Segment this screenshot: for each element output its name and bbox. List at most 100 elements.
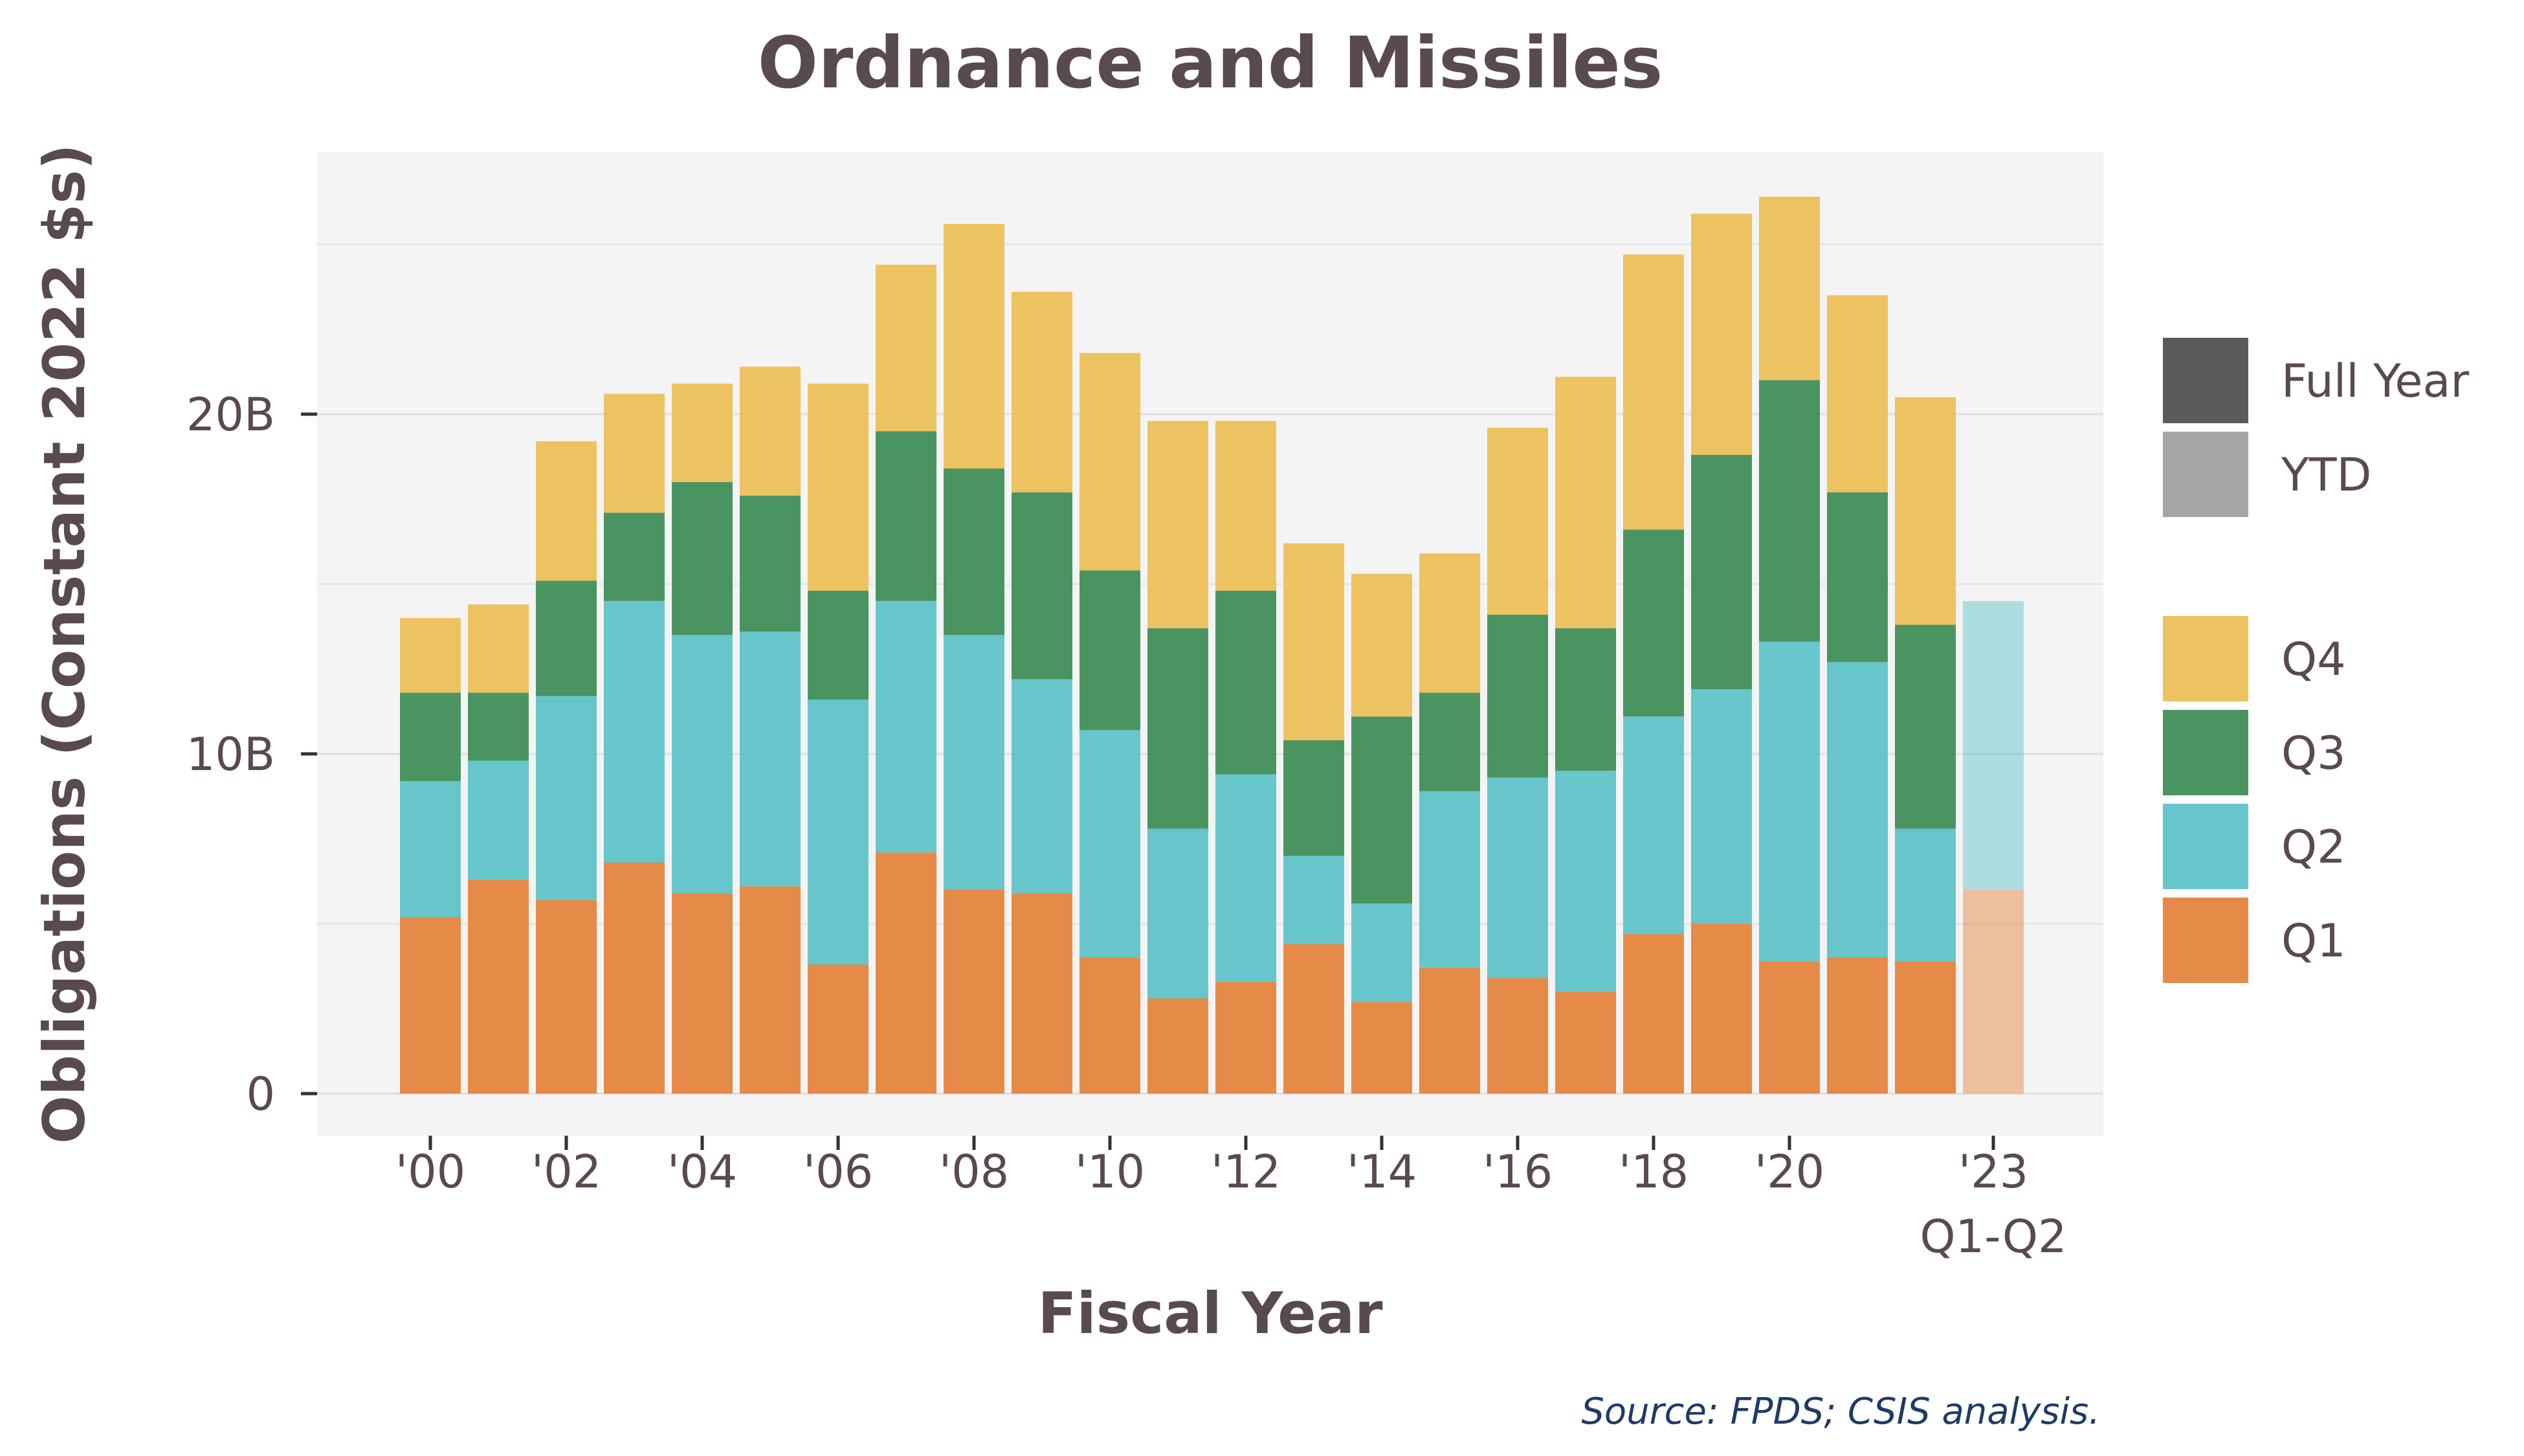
bar-segment (1895, 828, 1956, 962)
bar-segment (1147, 421, 1208, 628)
bar-segment (1419, 967, 1480, 1094)
bar-segment (1351, 903, 1412, 1002)
bar-segment (740, 886, 801, 1094)
x-tick-sublabel: Q1-Q2 (1920, 1210, 2066, 1263)
bar-segment (1079, 958, 1140, 1094)
bar-segment (740, 366, 801, 496)
legend-key (2160, 335, 2251, 426)
bar-segment (672, 383, 733, 482)
chart-title: Ordnance and Missiles (758, 21, 1663, 104)
legend: Full Year YTD Q4 Q3 Q2 Q1 (2160, 335, 2469, 986)
legend-key (2160, 707, 2251, 798)
bar-segment (1759, 641, 1820, 962)
bar-segment (876, 431, 936, 601)
bar-segment (1827, 492, 1888, 663)
legend-key (2160, 613, 2251, 704)
bar-segment (1079, 570, 1140, 731)
x-tick-label: '10 (1075, 1145, 1145, 1198)
legend-label: YTD (2281, 448, 2371, 502)
bar-segment (1691, 923, 1752, 1094)
bar-segment (672, 482, 733, 635)
bar-segment (1827, 295, 1888, 492)
bar-segment (1283, 740, 1344, 856)
bar-segment (876, 601, 936, 853)
bar-segment (944, 469, 1004, 635)
legend-label: Q1 (2281, 914, 2346, 967)
bar-segment (604, 513, 665, 601)
bar-segment (876, 852, 936, 1094)
bar-segment (1827, 662, 1888, 958)
bar-segment (1351, 573, 1412, 717)
bar-segment (740, 632, 801, 887)
bar-segment (604, 601, 665, 863)
y-tick-label: 20B (186, 388, 275, 441)
bar-segment (808, 383, 869, 591)
legend-label: Q3 (2281, 727, 2346, 780)
bar-segment (1419, 553, 1480, 693)
x-tick-label: '20 (1755, 1145, 1824, 1198)
legend-key (2160, 429, 2251, 520)
bar-segment (1283, 543, 1344, 740)
bar-segment (1759, 961, 1820, 1094)
bar-segment (400, 917, 461, 1094)
source-note: Source: FPDS; CSIS analysis. (1581, 1391, 2100, 1433)
bar-segment (536, 696, 597, 900)
bar-segment (468, 692, 529, 761)
legend-label: Full Year (2281, 355, 2469, 408)
bar-segment (400, 781, 461, 917)
bar-segment (1147, 828, 1208, 998)
bar-segment (1555, 377, 1616, 628)
x-tick-label: '14 (1347, 1145, 1417, 1198)
bar-segment (1351, 716, 1412, 903)
bar-segment (944, 890, 1004, 1094)
x-tick-label: '04 (667, 1145, 737, 1198)
bar-segment (1827, 958, 1888, 1094)
bar-segment (1419, 692, 1480, 791)
bar-segment (1487, 777, 1548, 978)
bar-segment (1215, 421, 1276, 591)
x-tick-label: '18 (1619, 1145, 1688, 1198)
bar-segment (1895, 397, 1956, 625)
bar-segment (1963, 890, 2024, 1094)
bar-segment (1895, 961, 1956, 1094)
x-tick-label: '23 (1958, 1145, 2028, 1198)
bar-segment (1759, 380, 1820, 642)
bar-segment (536, 441, 597, 581)
bar-segment (536, 580, 597, 696)
bar-segment (672, 635, 733, 894)
bar-segment (808, 700, 869, 965)
bar-segment (1419, 791, 1480, 968)
bar-segment (1555, 991, 1616, 1094)
bar-segment (1623, 716, 1684, 934)
x-axis-title: Fiscal Year (1037, 1280, 1383, 1347)
bar-segment (1555, 771, 1616, 992)
bar-segment (740, 496, 801, 632)
bar-segment (1283, 944, 1344, 1094)
bar-segment (1012, 492, 1072, 679)
bar-segment (1283, 855, 1344, 944)
bar-segment (1963, 601, 2024, 890)
bar-segment (1691, 455, 1752, 690)
x-tick-label: '06 (803, 1145, 873, 1198)
bar-segment (468, 879, 529, 1094)
y-tick-label: 10B (186, 728, 275, 781)
bar-segment (468, 760, 529, 880)
bar-segment (1487, 428, 1548, 615)
bar-segment (1215, 774, 1276, 982)
y-tick-label: 0 (246, 1068, 275, 1121)
y-axis: 0 10B 20B (186, 388, 317, 1121)
bar-segment (604, 863, 665, 1094)
bar-segment (1147, 628, 1208, 829)
x-tick-label: '02 (531, 1145, 601, 1198)
x-tick-label: '16 (1483, 1145, 1553, 1198)
x-tick-label: '08 (939, 1145, 1009, 1198)
bar-segment (944, 635, 1004, 890)
bar-segment (672, 893, 733, 1094)
bar-segment (1147, 998, 1208, 1094)
x-tick-label: '00 (395, 1145, 465, 1198)
bar-segment (1351, 1002, 1412, 1094)
bar-segment (1079, 730, 1140, 958)
legend-key (2160, 801, 2251, 892)
x-axis: '00 '02 '04 '06 '08 '10 '12 '14 '16 '18 '20 '23 Q1-Q… (395, 1136, 2067, 1263)
